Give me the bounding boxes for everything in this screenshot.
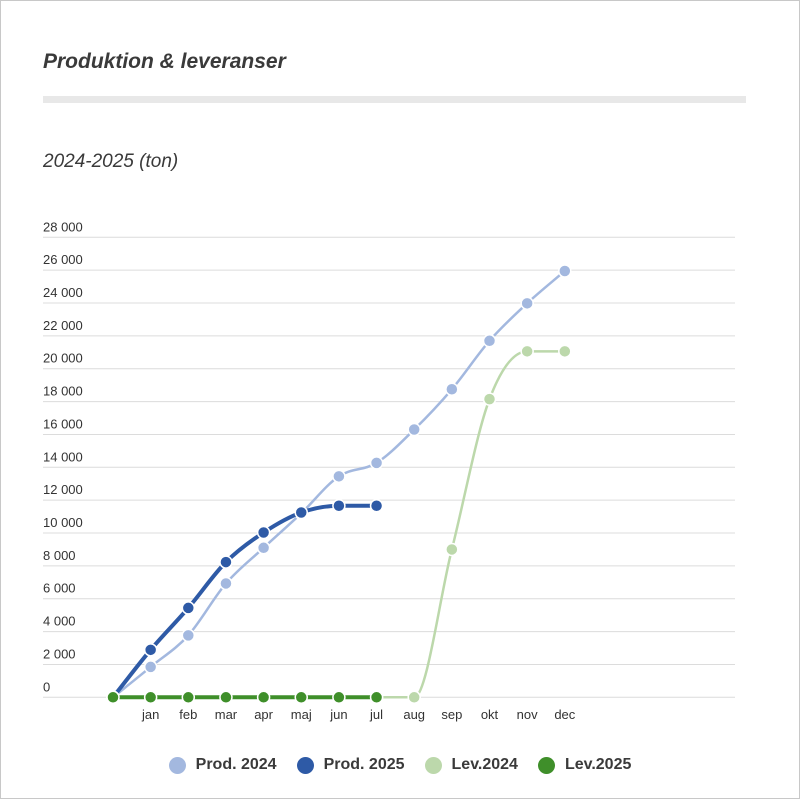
y-tick-label: 16 000 xyxy=(43,416,83,431)
data-point xyxy=(143,660,158,674)
chart-title: Produktion & leveranser xyxy=(43,50,286,73)
data-point xyxy=(369,498,384,513)
legend-label: Prod. 2024 xyxy=(195,756,277,773)
series-line xyxy=(112,350,565,699)
data-point xyxy=(332,469,346,484)
x-tick-label: mar xyxy=(215,707,238,722)
legend-label: Lev.2024 xyxy=(451,756,518,773)
data-point xyxy=(445,382,459,397)
data-point xyxy=(558,264,572,278)
data-point xyxy=(369,690,384,705)
data-point xyxy=(445,542,459,557)
legend-item[interactable]: Prod. 2024 xyxy=(168,756,277,774)
y-tick-label: 22 000 xyxy=(43,318,83,333)
y-tick-label: 20 000 xyxy=(43,351,83,366)
data-point xyxy=(294,690,308,705)
y-tick-label: 8 000 xyxy=(43,548,76,563)
x-tick-label: feb xyxy=(179,707,197,722)
y-tick-label: 24 000 xyxy=(43,285,83,300)
data-point xyxy=(181,690,196,705)
data-point xyxy=(520,344,534,359)
data-point xyxy=(143,690,158,705)
data-point xyxy=(256,690,271,705)
x-tick-label: maj xyxy=(291,707,312,722)
y-tick-label: 10 000 xyxy=(43,515,83,530)
data-point xyxy=(219,690,233,705)
data-point xyxy=(332,498,346,513)
chart-subtitle: 2024-2025 (ton) xyxy=(43,151,179,172)
data-point xyxy=(332,690,346,705)
x-tick-label: nov xyxy=(517,707,538,722)
x-tick-label: sep xyxy=(441,707,462,722)
y-tick-label: 2 000 xyxy=(43,646,76,661)
data-point xyxy=(106,690,120,705)
x-tick-label: jul xyxy=(369,707,383,722)
y-tick-label: 6 000 xyxy=(43,581,76,596)
x-tick-label: jun xyxy=(329,707,347,722)
x-tick-label: okt xyxy=(481,707,499,722)
data-point xyxy=(181,601,196,615)
y-tick-label: 12 000 xyxy=(43,482,83,497)
legend-marker-icon xyxy=(537,756,555,774)
legend-item[interactable]: Lev.2025 xyxy=(537,756,632,774)
title-divider xyxy=(43,96,746,103)
data-point xyxy=(369,456,384,470)
y-tick-label: 26 000 xyxy=(43,252,83,267)
y-tick-label: 4 000 xyxy=(43,614,76,629)
data-point xyxy=(407,422,421,437)
legend-item[interactable]: Prod. 2025 xyxy=(296,756,405,774)
legend-item[interactable]: Lev.2024 xyxy=(424,756,518,774)
data-point xyxy=(294,505,308,520)
x-tick-label: dec xyxy=(554,707,575,722)
x-tick-label: jan xyxy=(141,707,159,722)
legend-marker-icon xyxy=(296,756,314,774)
legend: Prod. 2024 Prod. 2025 Lev.2024 Lev.2025 xyxy=(0,756,800,774)
y-tick-label: 18 000 xyxy=(43,384,83,399)
y-tick-label: 28 000 xyxy=(43,219,83,234)
data-point xyxy=(482,334,497,348)
data-point xyxy=(256,525,271,540)
legend-marker-icon xyxy=(168,756,186,774)
legend-label: Prod. 2025 xyxy=(323,756,405,773)
x-tick-label: aug xyxy=(403,707,425,722)
data-point xyxy=(219,576,233,591)
data-point xyxy=(256,541,271,555)
data-point xyxy=(520,296,534,311)
series-line xyxy=(112,270,566,699)
data-point xyxy=(407,690,421,705)
data-point xyxy=(482,392,497,406)
legend-marker-icon xyxy=(424,756,442,774)
y-tick-label: 0 xyxy=(43,679,50,694)
y-tick-label: 14 000 xyxy=(43,449,83,464)
data-point xyxy=(558,344,572,359)
data-point xyxy=(219,555,233,569)
data-point xyxy=(143,643,158,657)
x-tick-label: apr xyxy=(254,707,273,722)
data-point xyxy=(181,628,196,643)
legend-label: Lev.2025 xyxy=(564,756,632,773)
